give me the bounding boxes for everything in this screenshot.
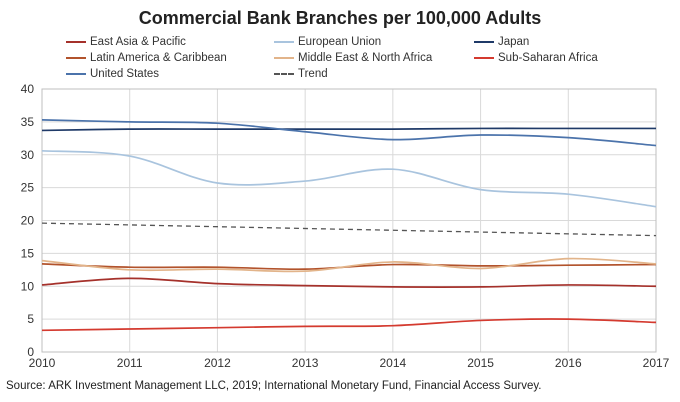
legend-swatch	[274, 57, 294, 59]
legend-item-united-states: United States	[66, 66, 159, 82]
y-tick-label: 5	[27, 312, 34, 326]
source-note: Source: ARK Investment Management LLC, 2…	[6, 380, 542, 392]
y-tick-label: 25	[21, 181, 35, 195]
legend-swatch	[66, 41, 86, 43]
legend-swatch	[66, 73, 86, 75]
legend-label: Japan	[498, 36, 530, 48]
legend-item-trend: Trend	[274, 66, 328, 82]
x-tick-label: 2016	[555, 356, 582, 370]
y-tick-label: 15	[21, 246, 35, 260]
legend-item-japan: Japan	[474, 34, 529, 50]
series-line-united-states	[41, 119, 657, 147]
x-tick-label: 2014	[380, 356, 407, 370]
y-tick-label: 20	[21, 214, 35, 228]
x-tick-label: 2017	[643, 356, 670, 370]
x-tick-label: 2011	[117, 356, 143, 370]
legend-label: East Asia & Pacific	[90, 36, 186, 48]
x-tick-label: 2013	[292, 356, 319, 370]
y-tick-label: 10	[21, 279, 35, 293]
series-line-middle-east-and-north-africa	[41, 257, 657, 273]
y-tick-label: 30	[21, 148, 35, 162]
series-line-sub-saharan-africa	[41, 318, 657, 332]
legend-item-european-union: European Union	[274, 34, 381, 50]
legend-swatch	[274, 41, 294, 43]
legend-swatch	[474, 57, 494, 59]
series-line-japan	[41, 127, 656, 132]
legend-label: Trend	[298, 68, 328, 80]
x-tick-label: 2012	[204, 356, 231, 370]
legend-label: Latin America & Caribbean	[90, 52, 227, 64]
y-tick-label: 0	[27, 345, 34, 359]
legend-label: United States	[90, 68, 160, 80]
legend-label: European Union	[298, 36, 382, 48]
series-line-east-asia-and-pacific	[41, 277, 657, 288]
y-tick-label: 35	[21, 115, 35, 129]
x-tick-label: 2015	[467, 356, 494, 370]
chart-title: Commercial Bank Branches per 100,000 Adu…	[138, 8, 542, 28]
legend-swatch	[274, 73, 294, 75]
x-tick-label: 2010	[29, 356, 56, 370]
legend-item-latin-america-and-caribbean: Latin America & Caribbean	[66, 50, 227, 66]
plot-border	[41, 88, 657, 353]
legend-label: Sub-Saharan Africa	[498, 52, 598, 64]
series-line-trend	[41, 222, 657, 237]
legend-item-east-asia-and-pacific: East Asia & Pacific	[66, 34, 186, 50]
legend-item-middle-east-and-north-africa: Middle East & North Africa	[274, 50, 432, 66]
legend-item-sub-saharan-africa: Sub-Saharan Africa	[474, 50, 598, 66]
legend-swatch	[474, 41, 494, 43]
y-tick-label: 40	[21, 82, 35, 96]
series-line-european-union	[41, 149, 657, 208]
legend-label: Middle East & North Africa	[298, 52, 433, 64]
legend-swatch	[66, 57, 86, 59]
